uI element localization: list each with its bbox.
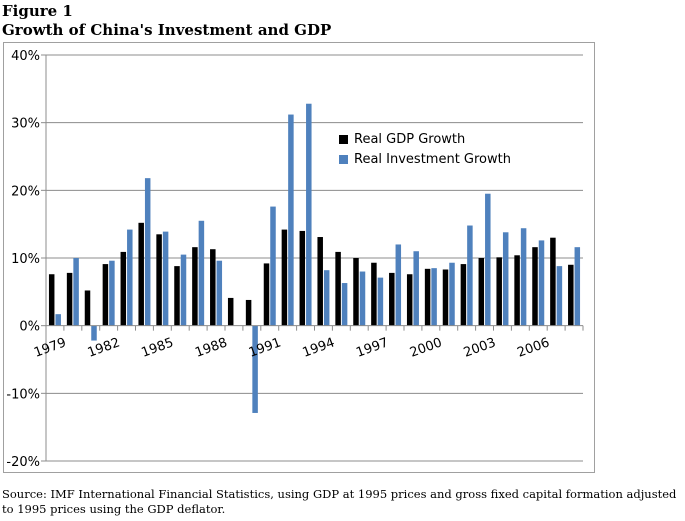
bar-gdp <box>514 255 520 326</box>
y-tick-labels: -20% -10% 0% 10% 20% 30% 40% <box>6 49 40 470</box>
bar-investment <box>198 220 205 326</box>
bar-investment <box>520 228 527 326</box>
bar-investment <box>502 232 509 326</box>
figure-label: Figure 1 <box>2 2 73 20</box>
bar-gdp <box>478 258 485 326</box>
bar-investment <box>288 114 294 326</box>
legend-label-investment: Real Investment Growth <box>354 151 511 167</box>
bar-investment <box>485 193 491 326</box>
bar-gdp <box>66 272 73 326</box>
x-tick-label: 1982 <box>86 335 122 360</box>
y-tick-label: 20% <box>11 184 40 199</box>
legend-item-gdp: Real GDP Growth <box>339 129 511 149</box>
bar-gdp <box>138 222 144 326</box>
bar-gdp <box>120 251 127 326</box>
chart-area-border <box>3 42 595 473</box>
bar-gdp <box>460 264 467 326</box>
bar-gdp <box>371 262 377 326</box>
bar-gdp <box>317 237 323 326</box>
y-tick-label: -20% <box>6 455 40 470</box>
bar-gdp <box>156 234 162 326</box>
x-tick-label: 1985 <box>139 335 175 360</box>
bar-gdp <box>48 274 55 326</box>
legend-swatch-investment <box>339 154 348 164</box>
bar-gdp <box>84 290 91 326</box>
y-tick-label: 30% <box>11 117 40 132</box>
bar-gdp <box>192 247 198 326</box>
bar-gdp <box>174 266 180 326</box>
legend: Real GDP Growth Real Investment Growth <box>339 129 511 169</box>
axes <box>41 54 584 462</box>
x-tick-label: 1991 <box>247 335 283 360</box>
bar-investment <box>449 262 455 326</box>
bar-gdp <box>442 269 449 326</box>
y-tick-label: 0% <box>19 320 40 335</box>
bar-gdp <box>406 274 413 326</box>
bar-investment <box>216 260 223 326</box>
bar-investment <box>306 103 312 326</box>
bar-investment <box>127 229 133 326</box>
bar-gdp <box>245 299 252 326</box>
y-tick-label: 10% <box>11 252 40 267</box>
bar-gdp <box>532 247 538 326</box>
bar-investment <box>377 277 384 326</box>
chart-title: Growth of China's Investment and GDP <box>2 21 332 39</box>
bar-gdp <box>550 237 556 326</box>
legend-label-gdp: Real GDP Growth <box>354 131 466 147</box>
bar-investment <box>144 178 151 326</box>
bar-gdp <box>227 297 234 326</box>
bar-gdp <box>102 264 109 326</box>
x-tick-labels: 1979 1982 1985 1988 1991 1994 1997 2000 2003 2006 <box>32 335 552 360</box>
x-tick-label: 2003 <box>462 335 498 360</box>
bar-investment <box>180 254 187 326</box>
bar-gdp <box>389 272 395 326</box>
bar-gdp <box>568 264 574 326</box>
bar-gdp <box>496 257 502 326</box>
x-tick-label: 1988 <box>193 335 229 360</box>
source-note: Source: IMF International Financial Stat… <box>2 487 677 516</box>
bar-investment <box>556 266 563 326</box>
x-tick-label: 2000 <box>408 335 444 360</box>
bar-investment <box>574 247 581 326</box>
bar-gdp <box>424 268 431 326</box>
bar-gdp <box>210 249 216 326</box>
bar-investment <box>538 240 545 326</box>
gridlines <box>46 54 583 462</box>
bar-investment <box>162 231 169 326</box>
x-tick-label: 1994 <box>301 335 337 360</box>
bar-gdp <box>353 258 359 326</box>
x-tick-label: 1997 <box>354 335 390 360</box>
bar-investment <box>323 270 330 326</box>
bar-gdp <box>281 229 288 326</box>
legend-swatch-gdp <box>339 134 348 144</box>
bar-gdp <box>299 230 306 326</box>
x-tick-label: 2006 <box>515 335 551 360</box>
bar-investment <box>359 271 366 326</box>
bar-investment <box>109 260 115 326</box>
legend-item-investment: Real Investment Growth <box>339 149 511 169</box>
bar-investment <box>395 244 402 326</box>
bar-investment <box>55 314 61 326</box>
bar-investment <box>431 268 437 326</box>
y-tick-label: 40% <box>11 49 40 64</box>
bar-gdp <box>335 251 341 326</box>
bar-investment <box>413 251 419 326</box>
y-tick-label: -10% <box>6 387 40 402</box>
bar-investment <box>73 258 79 326</box>
bars <box>48 103 581 413</box>
bar-investment <box>270 206 276 326</box>
bar-gdp <box>263 263 270 326</box>
bar-investment <box>91 325 97 341</box>
bar-investment <box>341 283 348 326</box>
bar-investment <box>467 225 473 326</box>
x-tick-label: 1979 <box>32 335 68 360</box>
bar-investment <box>252 325 258 413</box>
